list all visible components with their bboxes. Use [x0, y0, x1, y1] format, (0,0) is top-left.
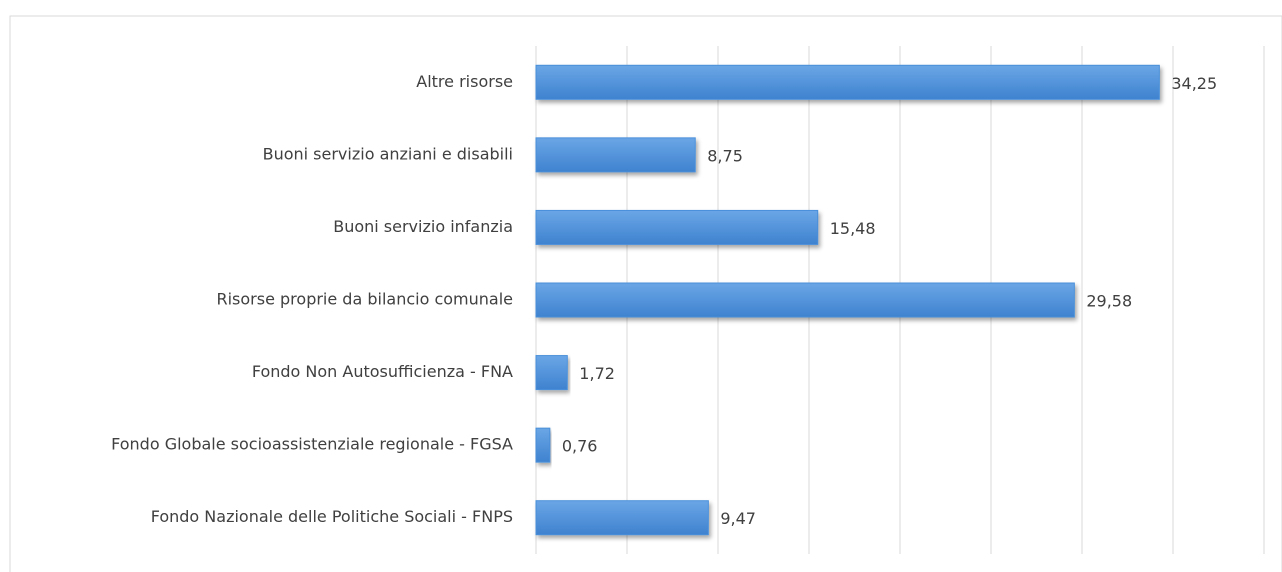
chart-frame — [9, 15, 1282, 572]
data-label: 15,48 — [830, 219, 876, 238]
bar — [535, 137, 696, 173]
category-label: Risorse proprie da bilancio comunale — [216, 290, 513, 309]
data-label: 8,75 — [707, 146, 743, 165]
category-label: Fondo Nazionale delle Politiche Sociali … — [151, 507, 513, 526]
category-label: Fondo Non Autosufficienza - FNA — [252, 362, 513, 381]
data-label: 0,76 — [562, 437, 598, 456]
data-label: 9,47 — [720, 509, 756, 528]
bar — [535, 500, 709, 536]
bar — [535, 64, 1160, 100]
bar — [535, 355, 568, 391]
data-label: 34,25 — [1171, 74, 1217, 93]
bar — [535, 209, 819, 245]
bar — [535, 427, 551, 463]
data-label: 1,72 — [579, 364, 615, 383]
category-label: Fondo Globale socioassistenziale regiona… — [111, 435, 513, 454]
data-label: 29,58 — [1086, 292, 1132, 311]
category-label: Altre risorse — [416, 72, 513, 91]
category-label: Buoni servizio anziani e disabili — [263, 144, 513, 163]
bar — [535, 282, 1075, 318]
category-label: Buoni servizio infanzia — [333, 217, 513, 236]
